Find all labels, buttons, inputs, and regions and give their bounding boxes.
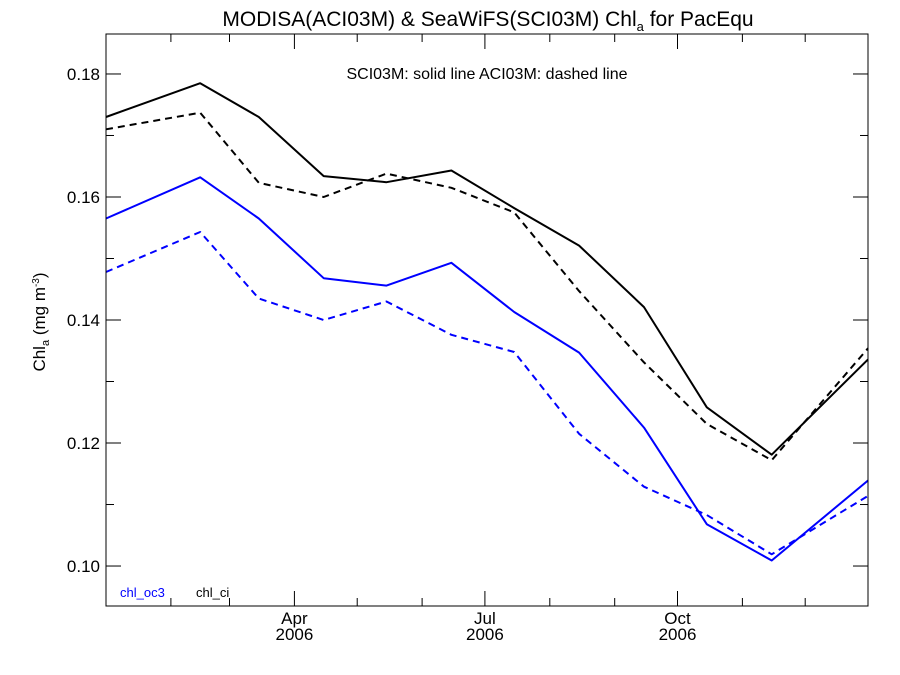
series-line-chl-ci-dashed (105, 111, 869, 462)
series-style-annotation: SCI03M: solid line ACI03M: dashed line (346, 66, 627, 83)
series-line-chl-ci-solid (105, 82, 869, 456)
y-tick-label: 0.14 (67, 311, 100, 330)
legend-chl-ci: chl_ci (196, 585, 229, 600)
x-tick-month-label: Oct (664, 609, 691, 628)
chart-title: MODISA(ACI03M) & SeaWiFS(SCI03M) Chla fo… (222, 8, 753, 34)
y-tick-label: 0.16 (67, 188, 100, 207)
x-tick-year-label: 2006 (659, 625, 697, 644)
series-line-chl-oc3-solid (105, 176, 869, 562)
y-tick-label: 0.18 (67, 65, 100, 84)
x-tick-year-label: 2006 (466, 625, 504, 644)
axis-ticks (106, 34, 868, 606)
series-line-chl-oc3-dashed (105, 231, 869, 556)
y-tick-label: 0.12 (67, 434, 100, 453)
y-tick-label: 0.10 (67, 557, 100, 576)
x-tick-month-label: Apr (281, 609, 308, 628)
series-lines (105, 82, 869, 562)
y-axis-label: Chla (mg m-3) (30, 272, 52, 371)
plot-frame (105, 33, 869, 607)
legend-chl-oc3: chl_oc3 (120, 585, 165, 600)
x-tick-year-label: 2006 (275, 625, 313, 644)
y-tick-labels: 0.10 0.12 0.14 0.16 0.18 (67, 65, 100, 576)
x-tick-month-label: Jul (474, 609, 496, 628)
